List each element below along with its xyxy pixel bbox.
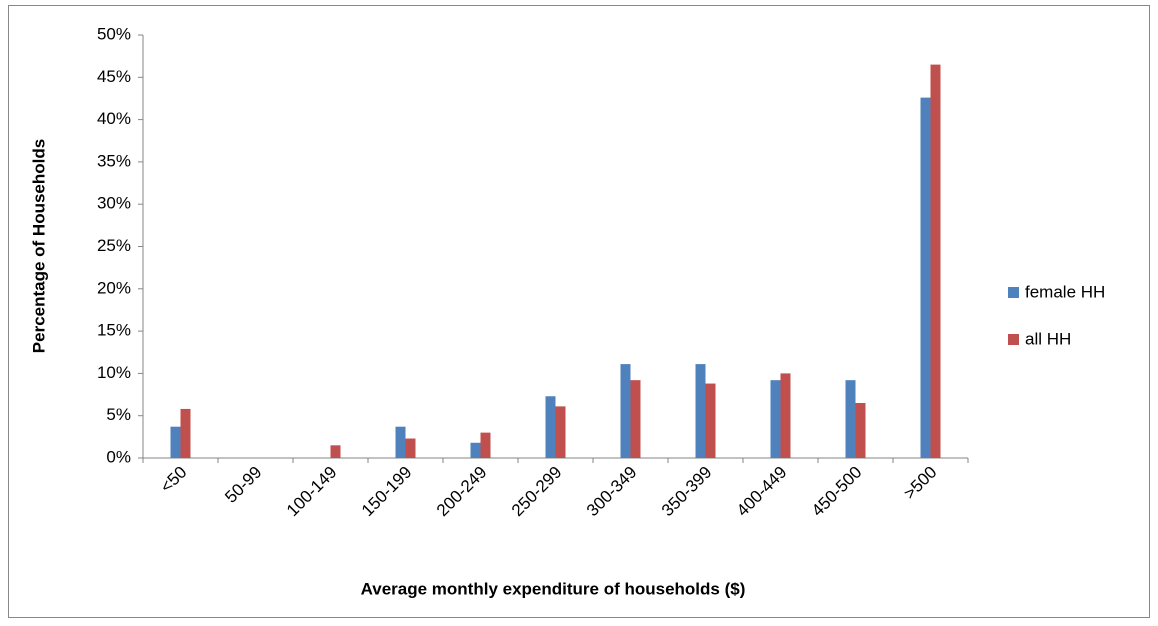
y-tick-label: 30% (97, 194, 131, 213)
bar (545, 396, 556, 458)
y-tick-label: 45% (97, 67, 131, 86)
bar (405, 438, 416, 458)
bar (705, 383, 716, 458)
bar (855, 403, 866, 458)
bar (695, 364, 706, 458)
y-tick-label: 35% (97, 151, 131, 170)
bar (480, 432, 491, 458)
bar (330, 445, 341, 458)
bar (920, 97, 931, 458)
bar (780, 373, 791, 458)
y-tick-label: 10% (97, 363, 131, 382)
bar (555, 406, 566, 458)
bar (170, 426, 181, 458)
bar (470, 442, 481, 458)
bar (620, 364, 631, 458)
legend-swatch (1008, 287, 1019, 298)
bar (845, 380, 856, 458)
y-axis-title: Percentage of Households (29, 139, 48, 353)
y-tick-label: 50% (97, 24, 131, 43)
y-tick-label: 40% (97, 109, 131, 128)
y-tick-label: 5% (106, 405, 131, 424)
y-tick-label: 15% (97, 321, 131, 340)
bar (930, 64, 941, 459)
x-axis-title: Average monthly expenditure of household… (361, 579, 746, 598)
bar (630, 380, 641, 458)
legend-swatch (1008, 334, 1019, 345)
y-tick-label: 0% (106, 447, 131, 466)
bar (770, 380, 781, 458)
chart-border (8, 5, 1150, 618)
bar (180, 408, 191, 458)
bar (395, 426, 406, 458)
legend-label: all HH (1025, 329, 1071, 348)
legend-label: female HH (1025, 282, 1105, 301)
y-tick-label: 25% (97, 236, 131, 255)
y-tick-label: 20% (97, 278, 131, 297)
